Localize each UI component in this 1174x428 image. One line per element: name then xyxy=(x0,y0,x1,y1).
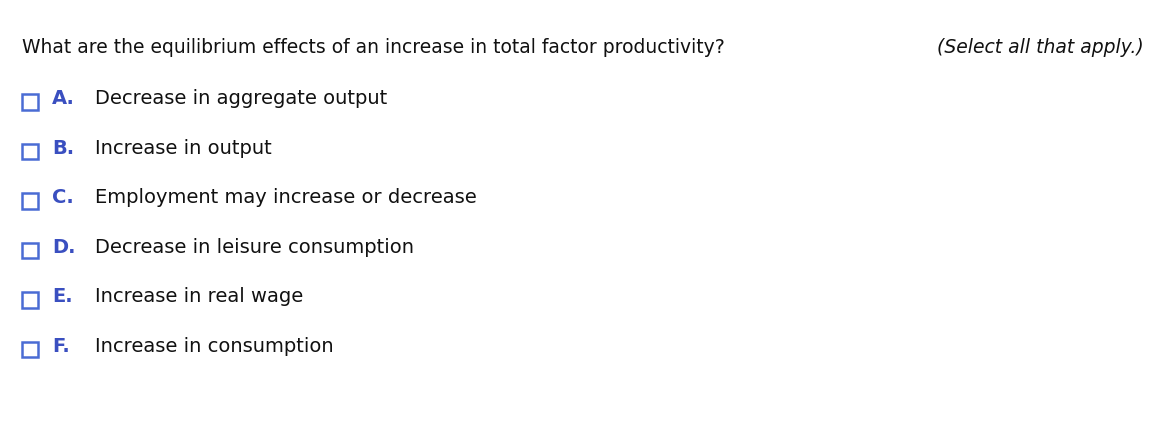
Text: Increase in consumption: Increase in consumption xyxy=(95,337,333,356)
Text: B.: B. xyxy=(52,139,74,158)
Text: Increase in real wage: Increase in real wage xyxy=(95,288,303,306)
Text: A.: A. xyxy=(52,89,75,109)
Text: Decrease in aggregate output: Decrease in aggregate output xyxy=(95,89,387,109)
Text: D.: D. xyxy=(52,238,75,257)
Text: Employment may increase or decrease: Employment may increase or decrease xyxy=(95,188,477,208)
Text: C.: C. xyxy=(52,188,74,208)
Text: Decrease in leisure consumption: Decrease in leisure consumption xyxy=(95,238,414,257)
Bar xyxy=(22,144,38,159)
Bar xyxy=(22,342,38,357)
Text: What are the equilibrium effects of an increase in total factor productivity?: What are the equilibrium effects of an i… xyxy=(22,38,730,57)
Text: (Select all that apply.): (Select all that apply.) xyxy=(937,38,1143,57)
Text: F.: F. xyxy=(52,337,69,356)
Bar xyxy=(22,243,38,258)
Text: Increase in output: Increase in output xyxy=(95,139,271,158)
Bar xyxy=(22,193,38,209)
Bar xyxy=(22,94,38,110)
Text: E.: E. xyxy=(52,288,73,306)
Bar xyxy=(22,292,38,308)
